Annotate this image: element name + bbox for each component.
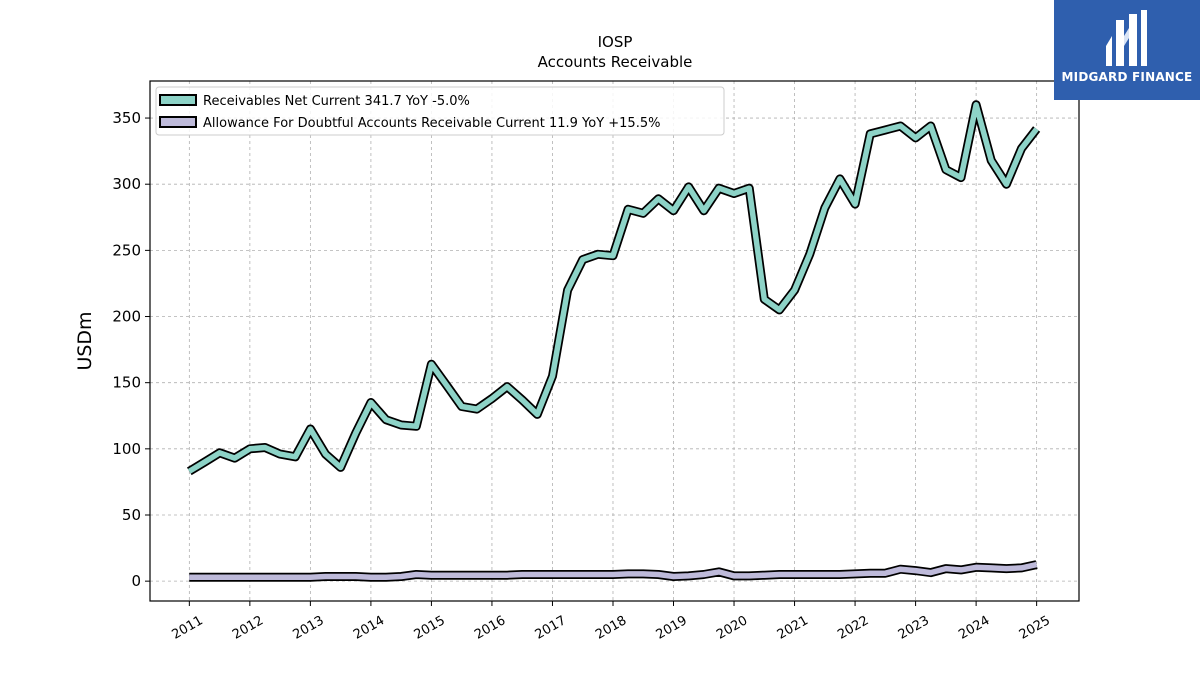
legend-label: Receivables Net Current 341.7 YoY -5.0% <box>203 94 470 109</box>
brand-name: MIDGARD FINANCE <box>1061 70 1193 84</box>
x-tick-label: 2019 <box>654 613 690 643</box>
series-line <box>186 100 1041 476</box>
x-tick-label: 2015 <box>412 613 448 643</box>
chart-subtitle: Accounts Receivable <box>538 53 693 71</box>
series-line <box>189 560 1038 582</box>
x-tick-label: 2025 <box>1017 613 1053 643</box>
x-tick-label: 2024 <box>956 613 992 643</box>
x-tick-label: 2023 <box>896 613 932 643</box>
series-line-stroke <box>189 561 1038 580</box>
x-tick-label: 2014 <box>351 613 387 643</box>
y-axis: 0 50 100 150 200 250 300 350 <box>112 109 150 590</box>
y-tick-label: 300 <box>112 175 141 193</box>
legend-swatch <box>159 116 197 128</box>
x-tick-label: 2016 <box>472 613 508 643</box>
y-tick-label: 250 <box>112 241 141 259</box>
y-tick-label: 50 <box>122 506 141 524</box>
x-tick-label: 2021 <box>775 613 811 643</box>
y-tick-label: 150 <box>112 374 141 392</box>
legend-swatch <box>159 94 197 106</box>
x-tick-label: 2020 <box>714 613 750 643</box>
legend: Receivables Net Current 341.7 YoY -5.0% A… <box>155 86 725 136</box>
y-tick-label: 0 <box>131 572 141 590</box>
brand-mark-icon <box>1106 10 1147 66</box>
series-line-stroke <box>187 102 1039 474</box>
x-axis: 2011 2012 2013 2014 2015 2016 2017 2018 2019 2020… <box>170 601 1053 643</box>
y-tick-label: 200 <box>112 308 141 326</box>
x-tick-label: 2013 <box>291 613 327 643</box>
legend-label: Allowance For Doubtful Accounts Receivab… <box>203 116 660 131</box>
y-tick-label: 350 <box>112 109 141 127</box>
chart-title: IOSP <box>598 33 633 51</box>
legend-frame <box>155 86 725 136</box>
grid <box>150 81 1079 601</box>
x-tick-label: 2012 <box>230 613 266 643</box>
plot-frame <box>149 80 1080 602</box>
brand-logo: MIDGARD FINANCE <box>1054 0 1200 100</box>
y-axis-label: USDm <box>74 311 96 370</box>
x-tick-label: 2011 <box>170 613 206 643</box>
x-tick-label: 2018 <box>593 613 629 643</box>
y-tick-label: 100 <box>112 440 141 458</box>
series-layer <box>186 100 1041 582</box>
x-tick-label: 2022 <box>835 613 871 643</box>
x-tick-label: 2017 <box>533 613 569 643</box>
